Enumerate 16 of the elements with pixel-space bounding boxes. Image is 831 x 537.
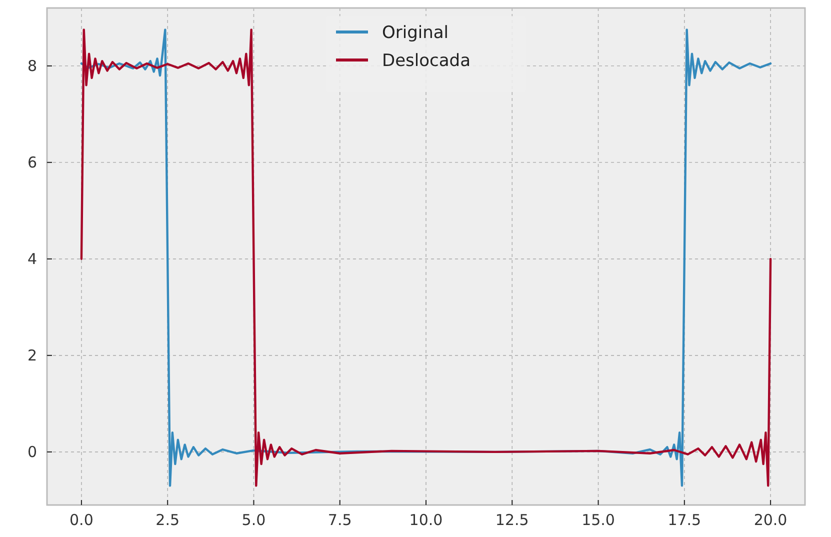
x-tick-label: 7.5 [328,511,352,529]
y-tick-label: 2 [27,346,37,364]
x-tick-label: 5.0 [242,511,266,529]
x-tick-label: 2.5 [156,511,180,529]
x-tick-label: 10.0 [409,511,443,529]
y-tick-label: 4 [27,250,37,268]
y-tick-label: 6 [27,153,37,172]
legend-label: Original [382,23,449,43]
x-tick-label: 0.0 [70,511,94,529]
legend-label: Deslocada [382,51,471,71]
x-tick-label: 12.5 [495,511,529,529]
x-tick-label: 20.0 [754,511,788,529]
x-tick-label: 15.0 [582,511,615,529]
y-tick-label: 8 [27,56,37,75]
x-tick-label: 17.5 [668,511,702,529]
y-tick-label: 0 [27,442,37,461]
